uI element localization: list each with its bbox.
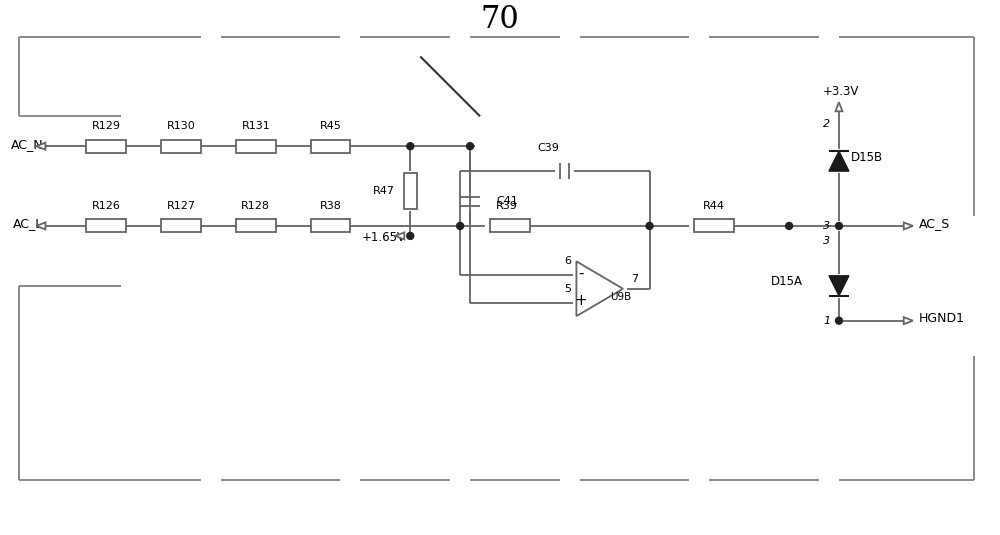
Circle shape — [467, 143, 474, 150]
Text: C39: C39 — [537, 143, 559, 153]
Text: R129: R129 — [92, 121, 121, 131]
Text: R38: R38 — [320, 201, 341, 211]
Polygon shape — [829, 276, 849, 296]
Circle shape — [457, 223, 464, 230]
Text: R44: R44 — [703, 201, 725, 211]
Text: U9B: U9B — [610, 292, 631, 302]
Polygon shape — [829, 151, 849, 171]
Text: HGND1: HGND1 — [919, 312, 965, 325]
Text: 7: 7 — [631, 274, 638, 284]
Bar — [490, 219, 530, 232]
Text: +3.3V: +3.3V — [823, 86, 859, 98]
Bar — [161, 140, 201, 152]
Circle shape — [835, 223, 842, 230]
Text: D15A: D15A — [771, 276, 803, 288]
Text: -: - — [578, 265, 584, 280]
Text: R39: R39 — [496, 201, 518, 211]
Bar — [311, 140, 350, 152]
Text: AC_N: AC_N — [11, 137, 43, 151]
Text: 2: 2 — [823, 119, 831, 129]
Text: 5: 5 — [564, 284, 571, 294]
Polygon shape — [395, 232, 404, 239]
Bar — [86, 219, 126, 232]
Text: R130: R130 — [167, 121, 195, 131]
Text: AC_L: AC_L — [13, 217, 43, 231]
Circle shape — [835, 317, 842, 324]
Circle shape — [407, 232, 414, 239]
Text: R131: R131 — [241, 121, 270, 131]
Bar — [311, 219, 350, 232]
Text: 70: 70 — [481, 4, 519, 35]
Bar — [404, 173, 417, 209]
Text: 1: 1 — [823, 316, 831, 326]
Text: R128: R128 — [241, 201, 270, 211]
Text: R127: R127 — [166, 201, 195, 211]
Polygon shape — [576, 261, 623, 316]
Bar — [236, 140, 276, 152]
Circle shape — [407, 143, 414, 150]
Polygon shape — [36, 143, 45, 150]
Text: +1.65V: +1.65V — [361, 232, 405, 244]
Circle shape — [786, 223, 793, 230]
Text: R45: R45 — [320, 121, 341, 131]
Text: D15B: D15B — [851, 151, 883, 164]
Text: R126: R126 — [92, 201, 121, 211]
Text: 6: 6 — [564, 256, 571, 266]
Text: C41: C41 — [496, 196, 518, 206]
Text: AC_S: AC_S — [919, 217, 950, 231]
Bar — [236, 219, 276, 232]
Bar — [694, 219, 734, 232]
Polygon shape — [904, 317, 913, 324]
Polygon shape — [835, 102, 842, 111]
Polygon shape — [904, 223, 913, 230]
Text: 3: 3 — [823, 221, 831, 231]
Circle shape — [646, 223, 653, 230]
Polygon shape — [36, 223, 45, 230]
Bar — [161, 219, 201, 232]
Text: R47: R47 — [373, 186, 395, 196]
Text: 3: 3 — [823, 236, 831, 246]
Bar — [86, 140, 126, 152]
Text: +: + — [574, 293, 587, 308]
